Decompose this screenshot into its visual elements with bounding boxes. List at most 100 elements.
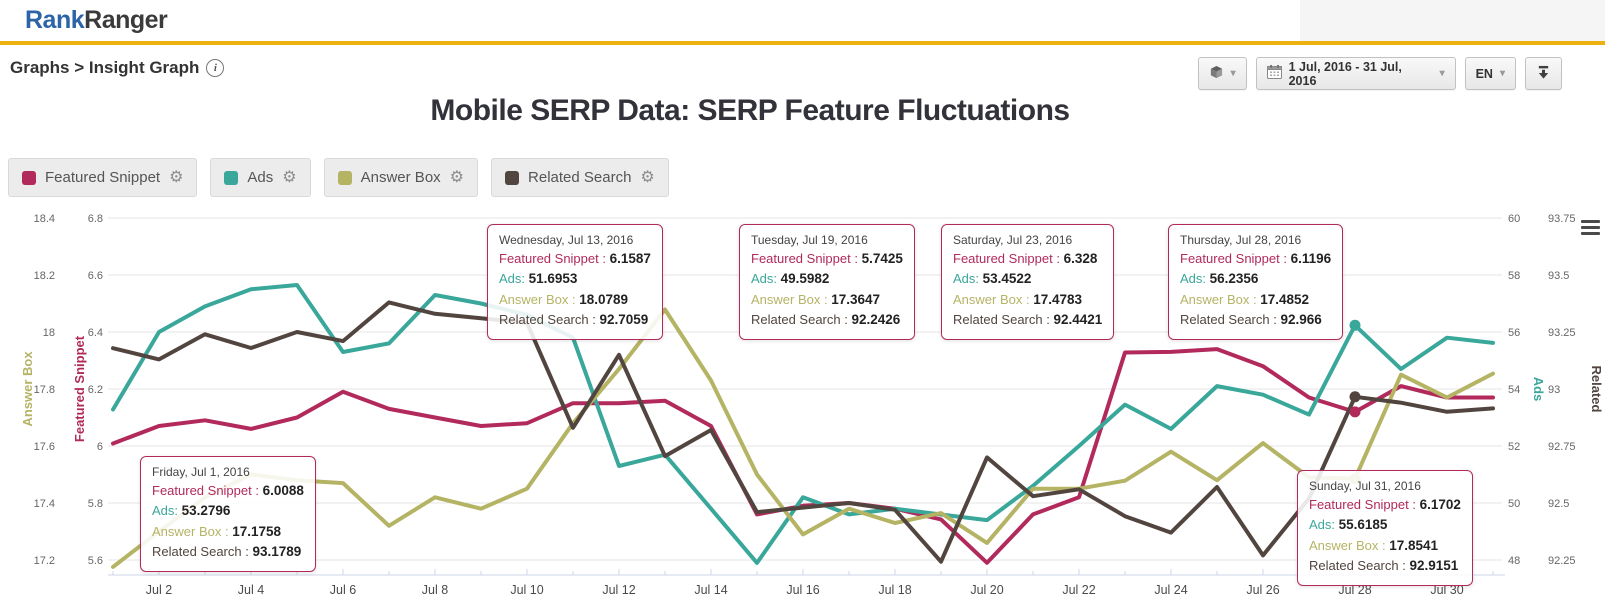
tooltip-series-value: 93.1789 [252, 543, 302, 559]
axis-tick-label-answer_box: 17.2 [34, 555, 55, 567]
axis-tick-label-featured_snippet: 5.6 [88, 555, 103, 567]
axis-tick-label-answer_box: 18 [43, 327, 55, 339]
tooltip-row-related-search: Related Search : 92.4421 [953, 310, 1102, 330]
logo-ranger-text: Ranger [84, 6, 168, 34]
tooltip-series-label: Related Search : [751, 311, 852, 327]
date-range-button[interactable]: 1 Jul, 2016 - 31 Jul, 2016 ▾ [1255, 57, 1456, 90]
legend-label: Ads [247, 169, 274, 186]
series-line-featured-snippet[interactable] [111, 347, 1495, 565]
x-axis-label: Jul 22 [1062, 583, 1095, 597]
tooltip-series-value: 53.4522 [982, 271, 1032, 287]
axis-tick-label-related: 93 [1548, 384, 1560, 396]
tooltip-series-label: Related Search : [152, 543, 253, 559]
tooltip-series-value: 6.0088 [262, 483, 304, 498]
tooltip-series-label: Answer Box : [499, 291, 580, 307]
header-right-panel [1300, 0, 1605, 41]
tooltip-series-value: 92.7059 [599, 311, 649, 327]
axis-tick-label-answer_box: 17.4 [34, 498, 55, 510]
tooltip-series-label: Answer Box : [1309, 537, 1390, 553]
data-point-marker-ads[interactable] [1349, 319, 1361, 331]
tooltip-series-label: Answer Box : [751, 291, 832, 307]
tooltip-series-label: Answer Box : [1180, 291, 1261, 307]
breadcrumb: Graphs > Insight Graph i [10, 58, 225, 78]
tooltip-series-value: 92.966 [1280, 311, 1322, 327]
x-axis-label: Jul 28 [1338, 583, 1371, 597]
axis-tick-label-featured_snippet: 6.4 [88, 327, 103, 339]
tooltip-series-label: Related Search : [1180, 311, 1281, 327]
download-icon [1536, 65, 1551, 83]
tooltip-row-ads: Ads: 53.2796 [152, 501, 304, 521]
tooltip-row-related-search: Related Search : 92.9151 [1309, 556, 1461, 576]
calendar-icon [1266, 65, 1282, 82]
breadcrumb-text[interactable]: Graphs > Insight Graph [10, 58, 200, 77]
tooltip-series-value: 6.1702 [1419, 497, 1461, 512]
series-line-answer-box[interactable] [111, 307, 1495, 569]
axis-tick-label-related: 92.75 [1548, 441, 1576, 453]
axis-tick-label-answer_box: 17.8 [34, 384, 55, 396]
x-axis-label: Jul 14 [694, 583, 727, 597]
axis-tick-label-ads: 56 [1508, 327, 1520, 339]
x-axis-label: Jul 8 [422, 583, 448, 597]
axis-title-answer_box: Answer Box [20, 351, 35, 427]
legend-label: Answer Box [360, 169, 441, 186]
axis-tick-label-ads: 52 [1508, 441, 1520, 453]
tooltip-series-value: 92.4421 [1053, 311, 1103, 327]
axis-tick-label-related: 92.5 [1548, 498, 1569, 510]
axis-title-related: Related [1589, 366, 1604, 413]
page-title: Mobile SERP Data: SERP Feature Fluctuati… [430, 94, 1070, 127]
gear-icon[interactable]: ⚙ [282, 168, 297, 186]
x-axis-label: Jul 30 [1430, 583, 1463, 597]
tooltip-row-related-search: Related Search : 93.1789 [152, 542, 304, 562]
gear-icon[interactable]: ⚙ [169, 168, 184, 186]
series-line-related-search[interactable] [111, 300, 1495, 564]
axis-title-featured_snippet: Featured Snippet [72, 335, 87, 442]
gear-icon[interactable]: ⚙ [449, 168, 465, 186]
tooltip-series-label: Featured Snippet : [751, 251, 862, 266]
tooltip-series-value: 17.3647 [831, 291, 881, 307]
date-range-label: 1 Jul, 2016 - 31 Jul, 2016 [1288, 59, 1402, 88]
axis-tick-label-ads: 54 [1508, 384, 1520, 396]
tooltip-series-value: 92.2426 [851, 311, 901, 327]
axis-tick-label-answer_box: 17.6 [34, 441, 55, 453]
tooltip-row-answer-box: Answer Box : 17.4852 [1180, 290, 1331, 310]
legend-item-ads[interactable]: Ads ⚙ [210, 158, 311, 197]
legend-item-related-search[interactable]: Related Search ⚙ [491, 158, 669, 197]
legend-swatch [224, 170, 239, 185]
language-button[interactable]: EN ▾ [1464, 57, 1516, 90]
data-point-marker-featured-snippet[interactable] [1349, 406, 1361, 418]
legend-label: Related Search [528, 169, 632, 186]
gear-icon[interactable]: ⚙ [640, 168, 655, 186]
tooltip-row-answer-box: Answer Box : 17.3647 [751, 290, 903, 310]
tooltip-series-label: Answer Box : [152, 523, 233, 539]
tooltip-series-value: 92.9151 [1409, 557, 1459, 573]
tooltip-series-label: Featured Snippet : [1309, 497, 1420, 512]
download-button[interactable] [1525, 57, 1562, 90]
chart-type-button[interactable]: ▾ [1197, 57, 1247, 90]
tooltip-row-answer-box: Answer Box : 17.4783 [953, 290, 1102, 310]
tooltip-series-label: Related Search : [499, 311, 600, 327]
axis-title-ads: Ads [1531, 377, 1546, 402]
info-icon[interactable]: i [206, 59, 225, 77]
legend-item-answer-box[interactable]: Answer Box ⚙ [323, 158, 479, 197]
tooltip-date: Friday, Jul 1, 2016 [152, 465, 250, 479]
axis-tick-label-related: 93.25 [1548, 327, 1576, 339]
rankranger-logo[interactable]: RankRanger [25, 6, 168, 35]
tooltip-series-value: 6.1196 [1290, 251, 1332, 266]
tooltip-date: Tuesday, Jul 19, 2016 [751, 233, 868, 247]
tooltip-series-value: 49.5982 [780, 271, 830, 287]
tooltip-row-ads: Ads: 51.6953 [499, 269, 651, 289]
annotation-tooltip-day-31: Sunday, Jul 31, 2016 Featured Snippet : 6… [1297, 470, 1473, 586]
data-point-marker-related-search[interactable] [1349, 391, 1361, 403]
chart-export-menu-icon[interactable] [1581, 220, 1600, 235]
tooltip-row-featured-snippet: Featured Snippet : 6.0088 [152, 481, 304, 501]
x-axis-label: Jul 6 [330, 583, 356, 597]
tooltip-date: Sunday, Jul 31, 2016 [1309, 479, 1421, 493]
annotation-tooltip-day-13: Wednesday, Jul 13, 2016 Featured Snippet … [487, 224, 663, 340]
tooltip-row-related-search: Related Search : 92.966 [1180, 310, 1331, 330]
caret-down-icon: ▾ [1439, 68, 1445, 79]
legend-item-featured-snippet[interactable]: Featured Snippet ⚙ [8, 158, 198, 197]
annotation-tooltip-day-28: Thursday, Jul 28, 2016 Featured Snippet :… [1168, 224, 1344, 340]
tooltip-series-label: Ads: [499, 271, 529, 287]
legend-swatch [505, 170, 520, 185]
series-line-ads[interactable] [111, 283, 1495, 565]
